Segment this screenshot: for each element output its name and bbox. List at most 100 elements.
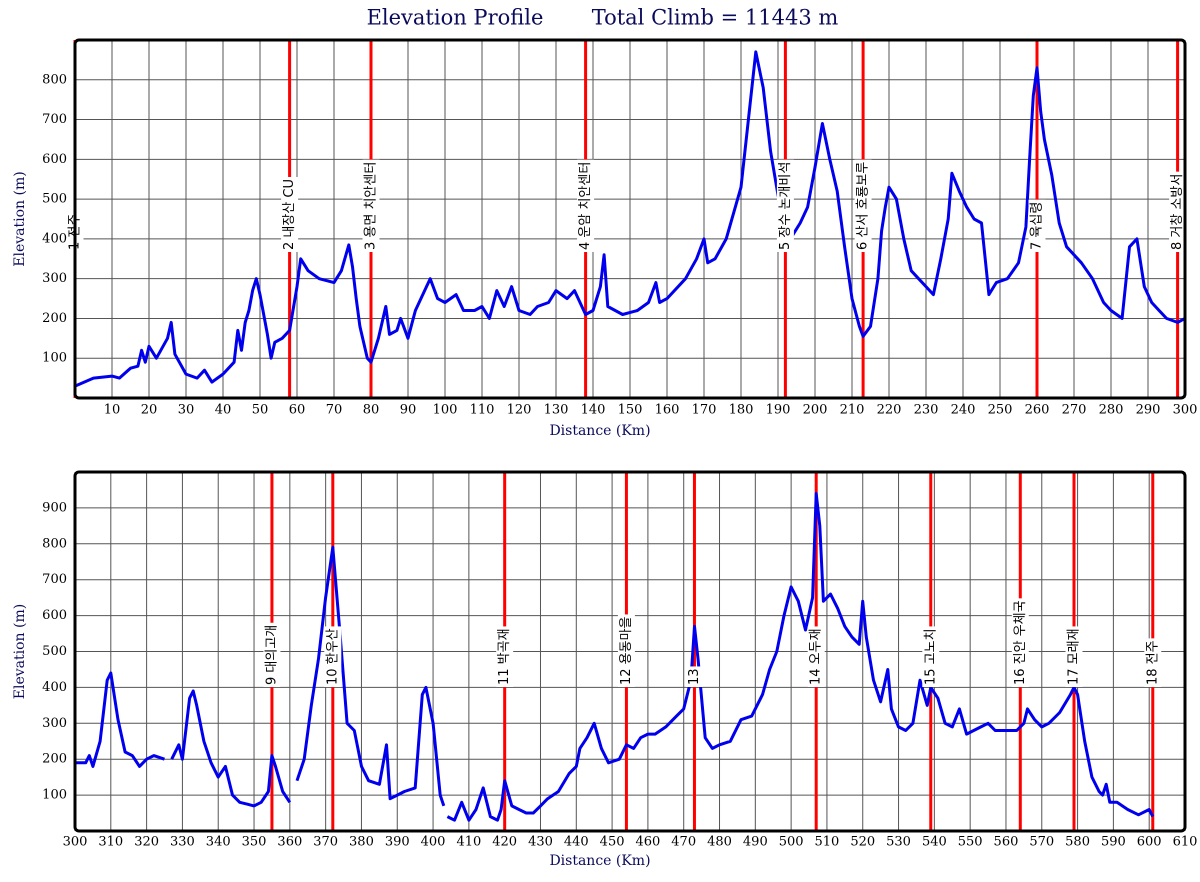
x-tick-label: 350 [242, 835, 267, 850]
x-tick-label: 300 [1173, 403, 1198, 418]
checkpoint-label-bg [496, 626, 514, 687]
checkpoint-label: 11 박곡재 [497, 628, 512, 685]
x-tick-label: 140 [581, 403, 606, 418]
x-tick-label: 310 [98, 835, 123, 850]
checkpoint-label-bg [807, 626, 825, 687]
checkpoint-label: 3 용면 치안센터 [364, 162, 379, 250]
checkpoint-label-bg [324, 626, 342, 687]
x-tick-label: 540 [922, 835, 947, 850]
plot-border [73, 470, 1187, 833]
x-tick-label: 450 [600, 835, 625, 850]
y-tick-label: 600 [42, 608, 67, 623]
checkpoint-label: 6 산서 호룡보루 [856, 162, 871, 250]
x-tick-label: 330 [170, 835, 195, 850]
y-axis-label: Elevation (m) [12, 171, 28, 266]
x-axis-label: Distance (Km) [549, 853, 650, 869]
x-tick-label: 70 [326, 403, 343, 418]
x-tick-label: 250 [988, 403, 1013, 418]
x-tick-label: 490 [743, 835, 768, 850]
x-tick-label: 80 [363, 403, 380, 418]
x-tick-label: 270 [1062, 403, 1087, 418]
x-tick-label: 160 [655, 403, 680, 418]
checkpoint-label-bg [1144, 638, 1162, 687]
checkpoint-label: 2 내장산 CU [282, 179, 297, 250]
x-tick-label: 500 [779, 835, 804, 850]
x-tick-label: 590 [1101, 835, 1126, 850]
checkpoint-label-bg [1028, 199, 1046, 252]
y-tick-label: 600 [42, 152, 67, 167]
x-tick-label: 150 [618, 403, 643, 418]
checkpoint-label-bg [685, 666, 703, 687]
x-tick-label: 130 [544, 403, 569, 418]
x-tick-label: 570 [1029, 835, 1054, 850]
checkpoint-label: 7 육십령 [1030, 202, 1045, 250]
x-tick-label: 30 [178, 403, 195, 418]
x-tick-label: 90 [400, 403, 417, 418]
checkpoint-label: 16 진안 우체국 [1013, 600, 1028, 685]
x-tick-label: 420 [492, 835, 517, 850]
x-tick-label: 260 [1025, 403, 1050, 418]
x-tick-label: 400 [421, 835, 446, 850]
x-tick-label: 390 [385, 835, 410, 850]
x-tick-label: 600 [1137, 835, 1162, 850]
chart-panel: 300 310 320 330 340 350 360 370 380 390 400 410 420 4… [12, 470, 1197, 869]
checkpoint-label: 18 전주 [1145, 640, 1160, 685]
checkpoint-label-bg [362, 159, 380, 252]
elevation-line [74, 50, 1186, 388]
x-tick-label: 280 [1099, 403, 1124, 418]
y-tick-label: 100 [42, 351, 67, 366]
checkpoint-label-bg [776, 159, 794, 252]
checkpoint-label: 10 한우산 [325, 628, 340, 685]
checkpoint-label-bg [1169, 171, 1187, 252]
x-tick-label: 60 [289, 403, 306, 418]
x-tick-label: 20 [141, 403, 158, 418]
checkpoint-label-bg [617, 614, 635, 687]
x-tick-label: 510 [815, 835, 840, 850]
x-tick-label: 170 [692, 403, 717, 418]
elevation-line [75, 492, 1155, 822]
checkpoint-label: 5 장수 논개비석 [778, 162, 793, 250]
y-tick-label: 200 [42, 311, 67, 326]
y-tick-label: 300 [42, 716, 67, 731]
checkpoint-label: 12 용동마을 [619, 616, 634, 685]
checkpoint-label-bg [281, 176, 299, 252]
checkpoint-label: 8 거창 소방서 [1170, 174, 1185, 250]
y-tick-label: 900 [42, 500, 67, 515]
x-tick-label: 220 [877, 403, 902, 418]
checkpoint-label-bg [854, 159, 872, 252]
y-tick-label: 300 [42, 271, 67, 286]
y-axis-label: Elevation (m) [12, 604, 28, 699]
checkpoint-label: 4 운암 치안센터 [578, 162, 593, 250]
y-tick-label: 700 [42, 112, 67, 127]
y-tick-label: 500 [42, 192, 67, 207]
x-tick-label: 480 [707, 835, 732, 850]
x-tick-label: 530 [886, 835, 911, 850]
y-tick-label: 800 [42, 536, 67, 551]
x-tick-label: 520 [850, 835, 875, 850]
x-tick-label: 380 [349, 835, 374, 850]
checkpoint-label-bg [1065, 626, 1083, 687]
x-tick-label: 340 [206, 835, 231, 850]
y-tick-label: 700 [42, 572, 67, 587]
x-tick-label: 290 [1136, 403, 1161, 418]
x-tick-label: 180 [729, 403, 754, 418]
checkpoint-label: 14 오두재 [809, 628, 824, 685]
plot-border [73, 38, 1187, 400]
x-tick-label: 560 [994, 835, 1019, 850]
x-tick-label: 320 [134, 835, 159, 850]
checkpoint-label: 13 [687, 668, 702, 685]
x-tick-label: 580 [1065, 835, 1090, 850]
x-tick-label: 230 [914, 403, 939, 418]
y-tick-label: 500 [42, 644, 67, 659]
x-tick-label: 100 [433, 403, 458, 418]
y-tick-label: 200 [42, 752, 67, 767]
checkpoint-label-bg [922, 626, 940, 687]
checkpoint-label-bg [263, 622, 281, 687]
checkpoint-label: 9 대의고개 [264, 625, 279, 685]
checkpoint-label-bg [577, 159, 595, 252]
x-tick-label: 430 [528, 835, 553, 850]
x-tick-label: 110 [470, 403, 495, 418]
chart-panel: 10 20 30 40 50 60 70 80 90 100 110 120 130 140 150 160 1… [12, 38, 1198, 439]
checkpoint-label-bg [1011, 598, 1029, 687]
